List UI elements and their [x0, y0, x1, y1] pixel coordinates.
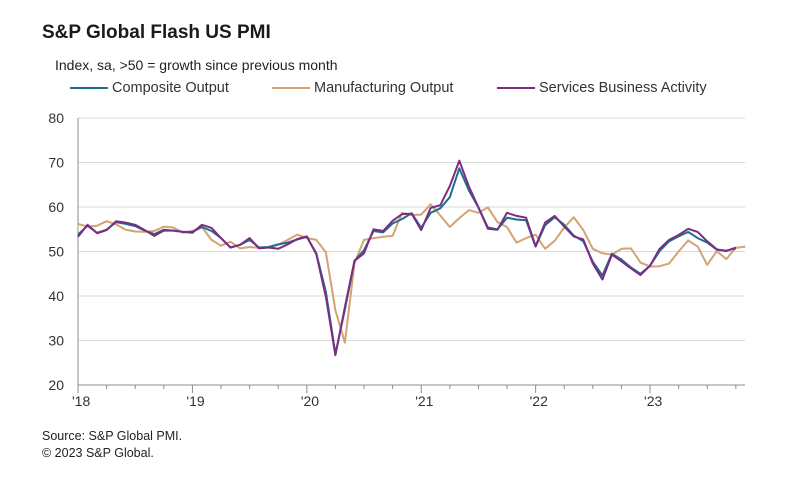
- y-tick-label-70: 70: [48, 155, 64, 171]
- x-tick-label-5: '23: [644, 393, 662, 409]
- y-tick-label-20: 20: [48, 377, 64, 393]
- chart-axes: [77, 118, 745, 393]
- y-tick-label-40: 40: [48, 288, 64, 304]
- chart-subtitle: Index, sa, >50 = growth since previous m…: [55, 57, 338, 73]
- legend-label-composite: Composite Output: [112, 80, 229, 96]
- y-tick-label-80: 80: [48, 110, 64, 126]
- series-line-manufacturing-output: [77, 203, 746, 344]
- y-tick-label-50: 50: [48, 244, 64, 260]
- x-tick-label-1: '19: [186, 393, 204, 409]
- legend-item-manufacturing: Manufacturing Output: [272, 80, 453, 96]
- legend-swatch-manufacturing: [272, 87, 310, 89]
- y-tick-label-60: 60: [48, 199, 64, 215]
- y-tick-label-30: 30: [48, 333, 64, 349]
- x-tick-label-2: '20: [301, 393, 319, 409]
- legend-swatch-services: [497, 87, 535, 89]
- legend-item-composite: Composite Output: [70, 80, 229, 96]
- chart-gridlines: [78, 117, 745, 341]
- copyright-note: © 2023 S&P Global.: [42, 446, 154, 460]
- chart-tick-labels: 20 30 40 50 60 70 80 '18 '19 '20 '21 '22 '23: [48, 110, 662, 409]
- legend-label-manufacturing: Manufacturing Output: [314, 80, 454, 96]
- legend-item-services: Services Business Activity: [497, 80, 707, 96]
- chart-legend: Composite Output Manufacturing Output Se…: [0, 80, 800, 102]
- chart-series-lines: [77, 159, 746, 357]
- legend-swatch-composite: [70, 87, 108, 89]
- source-note: Source: S&P Global PMI.: [42, 429, 183, 443]
- series-line-composite-output: [77, 167, 737, 355]
- chart-title: S&P Global Flash US PMI: [42, 22, 271, 43]
- x-tick-label-4: '22: [530, 393, 548, 409]
- x-tick-label-0: '18: [72, 393, 90, 409]
- x-tick-label-3: '21: [415, 393, 433, 409]
- legend-label-services: Services Business Activity: [539, 80, 707, 96]
- series-line-services-business-activity: [77, 159, 737, 357]
